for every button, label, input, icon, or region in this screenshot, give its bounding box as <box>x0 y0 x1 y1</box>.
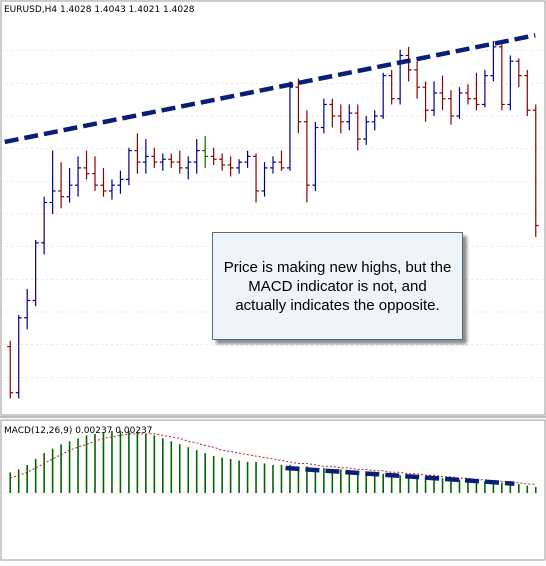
price-bar <box>515 58 522 88</box>
price-bar <box>448 90 454 125</box>
price-bar <box>236 159 243 174</box>
price-bar <box>227 156 234 177</box>
annotation-line-3: actually indicates the opposite. <box>235 296 440 314</box>
price-bar <box>142 139 149 174</box>
price-bar <box>397 49 404 105</box>
price-bar <box>159 153 166 171</box>
price-bar <box>532 104 539 238</box>
price-bar <box>439 75 446 111</box>
price-bar <box>405 46 412 82</box>
price-bar <box>431 81 438 116</box>
price-bar <box>473 72 480 111</box>
price-bar <box>464 84 471 105</box>
price-bar <box>363 116 370 145</box>
price-bar <box>92 156 98 191</box>
price-bar <box>481 69 488 108</box>
price-bar <box>303 110 310 203</box>
price-bar <box>312 121 319 191</box>
price-bar <box>286 81 293 171</box>
macd-title: MACD(12,26,9) 0.00237 0.00237 <box>4 426 153 436</box>
price-bar <box>202 136 209 168</box>
annotation-line-1: Price is making new highs, but the <box>223 258 452 276</box>
price-bar <box>261 162 268 197</box>
price-bar <box>498 43 505 111</box>
price-bar <box>176 150 183 174</box>
price-bar <box>337 104 344 134</box>
price-bars <box>7 41 539 399</box>
price-bar <box>253 153 260 203</box>
price-bar <box>125 147 132 186</box>
price-trendline-dash <box>4 33 536 145</box>
price-bar <box>49 150 56 214</box>
price-bar <box>108 179 115 200</box>
price-bar <box>219 153 226 171</box>
annotation-text: Price is making new highs, but the MACD … <box>224 258 452 315</box>
price-bar <box>414 61 421 99</box>
annotation-callout: Price is making new highs, but the MACD … <box>212 232 463 340</box>
price-bar <box>75 156 82 197</box>
macd-trendline <box>285 465 515 486</box>
annotation-line-2: MACD indicator is not, and <box>248 277 427 295</box>
price-bar <box>320 98 327 134</box>
price-bar <box>244 150 251 168</box>
price-bar <box>7 340 14 399</box>
price-bar <box>354 104 361 151</box>
price-bar <box>278 150 285 171</box>
macd-panel: MACD(12,26,9) 0.00237 0.00237 <box>0 419 546 561</box>
price-bar <box>83 150 90 180</box>
price-bar <box>15 314 22 399</box>
price-bar <box>210 147 217 165</box>
price-bar <box>100 167 107 197</box>
price-bar <box>507 55 514 111</box>
price-bar <box>329 98 336 128</box>
price-panel: EURUSD,H4 1.4028 1.4043 1.4021 1.4028 <box>0 0 546 416</box>
price-bar <box>117 170 124 194</box>
price-bar <box>524 69 531 116</box>
price-bar <box>371 110 378 131</box>
price-bar <box>490 41 497 82</box>
price-bar <box>295 78 302 134</box>
price-bar <box>388 69 395 105</box>
price-bar <box>456 87 463 119</box>
price-bar <box>58 162 65 209</box>
price-bar <box>346 104 353 131</box>
price-bar <box>168 153 175 168</box>
price-bar <box>422 81 429 122</box>
price-bar <box>193 139 200 174</box>
price-bar <box>41 196 48 255</box>
price-bar <box>32 239 39 307</box>
price-title: EURUSD,H4 1.4028 1.4043 1.4021 1.4028 <box>4 5 195 15</box>
price-bar <box>24 288 31 330</box>
price-bar <box>151 147 158 168</box>
price-bar <box>66 167 73 203</box>
macd-trendline-dash <box>285 465 515 486</box>
price-bar <box>185 156 192 180</box>
price-trendline <box>4 33 536 145</box>
price-bar <box>380 72 387 119</box>
price-bar <box>270 156 276 174</box>
price-bar <box>134 133 141 174</box>
